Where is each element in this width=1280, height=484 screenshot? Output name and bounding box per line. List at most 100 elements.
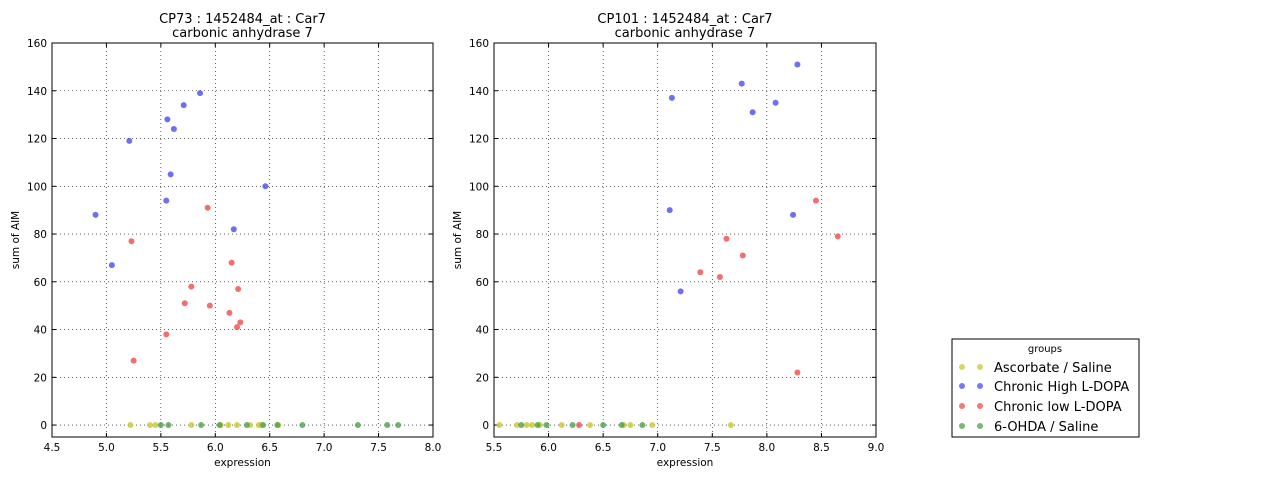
data-point	[666, 207, 673, 214]
y-tick-label: 140	[27, 86, 47, 98]
data-point	[130, 357, 137, 364]
data-point	[152, 422, 159, 429]
x-tick-label: 8.5	[813, 442, 830, 454]
data-point	[235, 285, 242, 292]
x-tick-label: 5.0	[98, 442, 115, 454]
data-point	[496, 422, 503, 429]
data-point	[198, 422, 205, 429]
data-point	[228, 259, 235, 266]
data-point	[529, 422, 536, 429]
data-point	[163, 331, 170, 338]
data-point	[639, 422, 646, 429]
y-tick-label: 60	[34, 277, 47, 289]
y-tick-label: 40	[476, 325, 489, 337]
data-point	[167, 171, 174, 178]
data-point	[354, 422, 361, 429]
data-point	[299, 422, 306, 429]
legend-marker	[959, 364, 965, 370]
data-point	[274, 422, 281, 429]
data-point	[92, 211, 99, 218]
x-tick-label: 7.0	[316, 442, 333, 454]
y-tick-label: 40	[34, 325, 47, 337]
data-point	[697, 269, 704, 276]
legend-marker	[959, 383, 965, 389]
data-point	[188, 422, 195, 429]
axis-ticks: 5.5 6.0 6.5 7.0 7.5 8.0 8.5 9.0 0 20 40 60 80 100 120 1…	[469, 38, 884, 454]
x-tick-label: 6.0	[540, 442, 557, 454]
data-point	[518, 422, 525, 429]
y-tick-label: 80	[34, 229, 47, 241]
data-point	[127, 422, 134, 429]
data-point	[790, 211, 797, 218]
data-point	[234, 324, 241, 331]
legend-box	[951, 338, 1140, 438]
axis-ticks: 4.5 5.0 5.5 6.0 6.5 7.0 7.5 8.0 0 20 40 60 80 100 120 1…	[27, 38, 441, 454]
data-point	[727, 422, 734, 429]
grid-lines	[494, 43, 876, 437]
data-point	[395, 422, 402, 429]
x-tick-label: 6.5	[261, 442, 278, 454]
y-tick-label: 100	[27, 181, 47, 193]
x-tick-label: 9.0	[868, 442, 885, 454]
legend-marker	[959, 423, 965, 429]
data-point	[723, 235, 730, 242]
x-tick-label: 7.5	[704, 442, 721, 454]
chart-subtitle: carbonic anhydrase 7	[172, 26, 313, 41]
y-tick-label: 160	[469, 38, 489, 50]
data-point	[262, 183, 269, 190]
x-tick-label: 7.5	[370, 442, 387, 454]
y-axis-label: sum of AIM	[452, 211, 464, 270]
x-tick-label: 7.0	[649, 442, 666, 454]
grid-lines	[52, 43, 433, 437]
data-point	[558, 422, 565, 429]
chart-title: CP73 : 1452484_at : Car7	[159, 12, 326, 27]
plot-frame	[51, 42, 434, 438]
data-point	[163, 197, 170, 204]
plot-frame	[493, 42, 877, 438]
data-point	[600, 422, 607, 429]
data-point	[170, 125, 177, 132]
data-point	[523, 422, 530, 429]
data-point	[794, 61, 801, 68]
y-axis-label: sum of AIM	[10, 211, 22, 270]
data-point	[513, 422, 520, 429]
data-point	[108, 262, 115, 269]
data-point	[739, 252, 746, 259]
data-point	[128, 238, 135, 245]
data-point	[534, 422, 541, 429]
data-points	[496, 61, 841, 429]
legend-marker	[977, 364, 983, 370]
data-point	[587, 422, 594, 429]
data-point	[237, 319, 244, 326]
data-point	[216, 422, 223, 429]
data-point	[569, 422, 576, 429]
data-point	[230, 226, 237, 233]
data-point	[834, 233, 841, 240]
data-point	[164, 116, 171, 123]
y-tick-label: 160	[27, 38, 47, 50]
legend-entry: Ascorbate / Saline	[959, 361, 1112, 376]
legend-marker	[977, 423, 983, 429]
data-point	[180, 102, 187, 109]
data-point	[677, 288, 684, 295]
x-tick-label: 6.5	[595, 442, 612, 454]
legend-label: Chronic High L-DOPA	[994, 380, 1129, 395]
legend-entry: 6-OHDA / Saline	[959, 420, 1098, 435]
x-tick-label: 6.0	[207, 442, 224, 454]
data-point	[576, 422, 583, 429]
y-tick-label: 80	[476, 229, 489, 241]
data-point	[165, 422, 172, 429]
data-point	[157, 422, 164, 429]
y-tick-label: 20	[476, 372, 489, 384]
legend-marker	[977, 383, 983, 389]
x-tick-label: 5.5	[153, 442, 170, 454]
y-tick-label: 100	[469, 181, 489, 193]
data-point	[197, 90, 204, 97]
data-point	[206, 302, 213, 309]
y-tick-label: 120	[27, 134, 47, 146]
y-tick-label: 120	[469, 134, 489, 146]
chart-subtitle: carbonic anhydrase 7	[615, 26, 756, 41]
legend-label: 6-OHDA / Saline	[994, 420, 1098, 435]
y-tick-label: 20	[34, 372, 47, 384]
